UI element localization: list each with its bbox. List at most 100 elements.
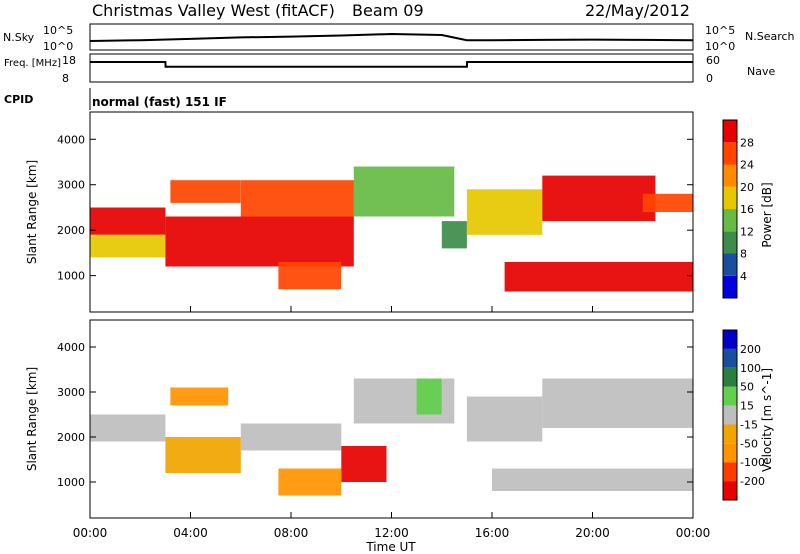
power-colorbar-frame [722, 119, 738, 299]
velocity-colorbar-tick-3: 15 [740, 400, 754, 413]
freq-right-label: Nave [747, 65, 775, 78]
power-region-11 [642, 193, 694, 212]
power-region-1 [90, 234, 166, 258]
freq-right-tick-bottom: 0 [706, 72, 713, 85]
power-colorbar-tick-3: 16 [740, 203, 754, 216]
x-tick-label-0: 00:00 [73, 526, 108, 540]
x-tick-label-4: 16:00 [475, 526, 510, 540]
velocity-region-9 [542, 378, 694, 428]
cpid-value: normal (fast) 151 IF [92, 95, 227, 109]
x-tick-label-2: 08:00 [274, 526, 309, 540]
beam-label: Beam 09 [352, 1, 424, 20]
velocity-colorbar-swatch-7 [723, 348, 737, 368]
noise-right-label: N.Search [745, 30, 795, 43]
velocity-region-10 [492, 468, 693, 491]
power-colorbar-swatch-1 [723, 253, 737, 276]
velocity-region-0 [90, 414, 166, 442]
velocity-colorbar-frame [722, 329, 738, 501]
frequency-panel: Freq. [MHz] 18 8 60 0 Nave [4, 53, 775, 85]
power-region-3 [165, 216, 354, 267]
power-region-7 [441, 221, 467, 249]
velocity-colorbar-tick-1: 100 [740, 362, 761, 375]
velocity-colorbar-tick-2: 50 [740, 381, 754, 394]
power-colorbar-tick-2: 20 [740, 181, 754, 194]
power-colorbar-swatch-7 [723, 120, 737, 143]
noise-left-label: N.Sky [3, 31, 35, 44]
power-region-2 [170, 180, 241, 203]
velocity-region-1 [165, 437, 241, 473]
velocity-colorbar-swatch-8 [723, 330, 737, 349]
power-colorbar-swatch-2 [723, 231, 737, 254]
velocity-panel: 4000 3000 2000 1000 Slant Range [km] 200 100… [25, 306, 774, 554]
noise-left-tick-bottom: 10^0 [43, 40, 73, 53]
noise-sky-line [89, 32, 694, 42]
velocity-region-8 [466, 396, 543, 442]
frequency-panel-frame [89, 53, 694, 83]
power-ytick-label-2: 2000 [57, 224, 85, 237]
x-tick-label-3: 12:00 [374, 526, 409, 540]
power-colorbar-tick-4: 12 [740, 225, 754, 238]
cpid-label: CPID [4, 93, 33, 106]
power-region-5 [278, 262, 342, 290]
velocity-region-3 [240, 423, 342, 451]
velocity-colorbar-tick-7: -200 [740, 475, 765, 488]
power-region-0 [90, 207, 166, 235]
power-panel: 4000 3000 2000 1000 Slant Range [km] 28 24 20… [25, 111, 774, 313]
power-region-9 [542, 175, 656, 222]
velocity-colorbar-swatch-3 [723, 424, 737, 444]
velocity-colorbar-swatch-4 [723, 405, 737, 425]
freq-left-tick-bottom: 8 [62, 72, 69, 85]
noise-panel-frame [89, 23, 694, 51]
power-ytick-label-0: 4000 [57, 133, 85, 146]
velocity-colorbar: 200 100 50 15 -15 -50 -100 -200 [722, 329, 765, 501]
x-tick-label-1: 04:00 [173, 526, 208, 540]
power-colorbar-swatch-4 [723, 186, 737, 210]
freq-left-tick-top: 18 [62, 54, 76, 67]
velocity-colorbar-tick-5: -50 [740, 437, 758, 450]
velocity-colorbar-swatch-5 [723, 386, 737, 406]
velocity-ytick-label-2: 2000 [57, 431, 85, 444]
plot-date: 22/May/2012 [585, 1, 690, 20]
velocity-colorbar-tick-4: -15 [740, 418, 758, 431]
velocity-y-axis: 4000 3000 2000 1000 [57, 341, 693, 489]
time-x-axis: 00:00 04:00 08:00 12:00 16:00 20:00 00:00 [73, 306, 711, 540]
power-colorbar-swatch-0 [723, 275, 737, 299]
freq-left-label: Freq. [MHz] [4, 58, 61, 69]
velocity-region-7 [416, 378, 442, 415]
x-tick-label-5: 20:00 [575, 526, 610, 540]
velocity-colorbar-swatch-0 [723, 481, 737, 500]
frequency-line [90, 61, 693, 68]
power-ytick-label-1: 3000 [57, 179, 85, 192]
velocity-colorbar-swatch-2 [723, 443, 737, 463]
power-region-4 [240, 180, 354, 217]
velocity-colorbar-swatch-6 [723, 367, 737, 387]
velocity-colorbar-swatch-1 [723, 462, 737, 482]
power-data-layer [90, 166, 694, 292]
velocity-colorbar-label: Velocity [m s^-1] [760, 368, 774, 472]
velocity-colorbar-tick-6: -100 [740, 456, 765, 469]
power-colorbar-swatch-3 [723, 209, 737, 232]
power-y-axis-label: Slant Range [km] [25, 160, 39, 264]
velocity-region-2 [170, 387, 229, 406]
power-ytick-label-3: 1000 [57, 270, 85, 283]
velocity-colorbar-tick-0: 200 [740, 343, 761, 356]
freq-right-tick-top: 60 [706, 54, 720, 67]
power-region-6 [353, 166, 455, 217]
power-colorbar-tick-5: 8 [740, 248, 747, 261]
x-axis-label: Time UT [365, 540, 416, 554]
noise-right-tick-bottom: 10^0 [705, 40, 735, 53]
power-colorbar-swatch-5 [723, 164, 737, 187]
velocity-y-axis-label: Slant Range [km] [25, 367, 39, 471]
power-colorbar-tick-0: 28 [740, 136, 754, 149]
power-region-10 [504, 262, 693, 292]
noise-right-tick-top: 10^5 [705, 24, 735, 37]
noise-panel: N.Sky 10^5 10^0 10^5 10^0 N.Search [3, 23, 795, 53]
power-colorbar-tick-6: 4 [740, 270, 747, 283]
power-colorbar: 28 24 20 16 12 8 4 [722, 119, 754, 299]
power-colorbar-tick-1: 24 [740, 159, 754, 172]
x-tick-label-6: 00:00 [676, 526, 711, 540]
power-y-axis: 4000 3000 2000 1000 [57, 133, 693, 283]
noise-left-tick-top: 10^5 [43, 24, 73, 37]
velocity-region-5 [341, 446, 387, 482]
